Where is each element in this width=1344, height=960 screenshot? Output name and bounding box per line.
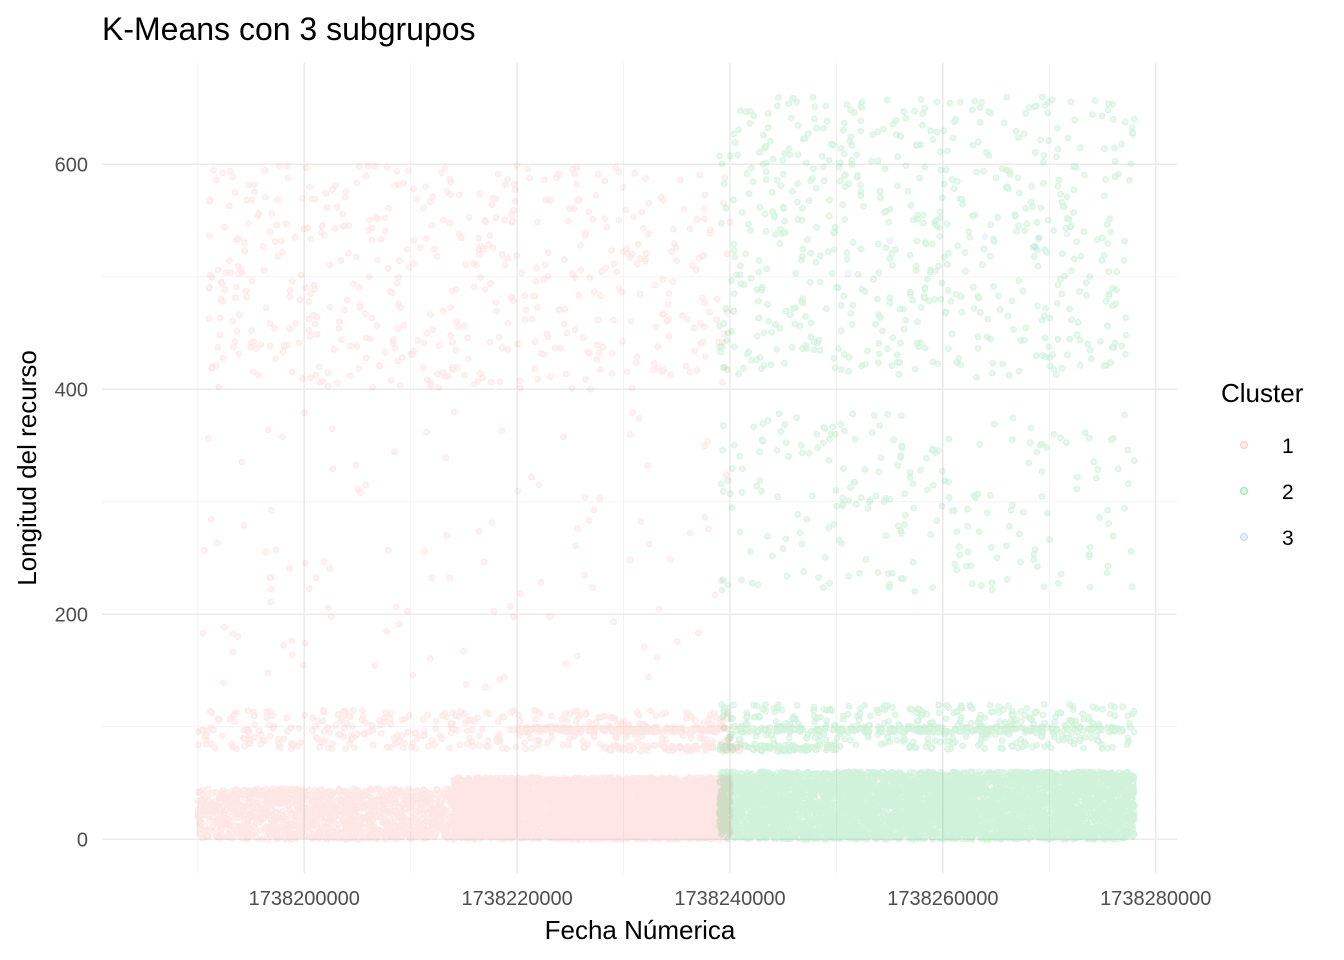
legend-label: 3 [1282, 527, 1294, 550]
series-points [194, 161, 744, 843]
grid-lines [102, 63, 1177, 873]
y-axis-title: Longitud del recurso [12, 350, 42, 586]
y-tick-label: 200 [55, 604, 88, 626]
series-points [715, 93, 1138, 843]
x-tick-label: 1738280000 [1100, 888, 1211, 910]
x-tick-label: 1738240000 [674, 888, 785, 910]
legend: Cluster 1 2 3 [1221, 378, 1304, 550]
x-tick-label: 1738260000 [887, 888, 998, 910]
legend-key [1240, 487, 1248, 495]
legend-title: Cluster [1221, 378, 1304, 408]
legend-key [1240, 441, 1248, 449]
series-2 [715, 93, 1138, 843]
series-1 [194, 161, 744, 843]
y-tick-label: 0 [77, 829, 88, 851]
chart-title: K-Means con 3 subgrupos [102, 11, 476, 47]
y-tick-label: 600 [55, 154, 88, 176]
legend-label: 2 [1282, 481, 1294, 504]
x-axis-title: Fecha Númerica [545, 915, 736, 945]
series-3 [844, 230, 1071, 278]
series-points [844, 230, 1071, 278]
data-points [194, 93, 1138, 843]
x-tick-label: 1738200000 [249, 888, 360, 910]
legend-key [1240, 533, 1248, 541]
x-tick-label: 1738220000 [461, 888, 572, 910]
y-tick-label: 400 [55, 379, 88, 401]
legend-label: 1 [1282, 435, 1294, 458]
x-tick-labels: 1738200000 1738220000 1738240000 1738260000… [249, 888, 1212, 910]
y-tick-labels: 0 200 400 600 [55, 154, 88, 851]
